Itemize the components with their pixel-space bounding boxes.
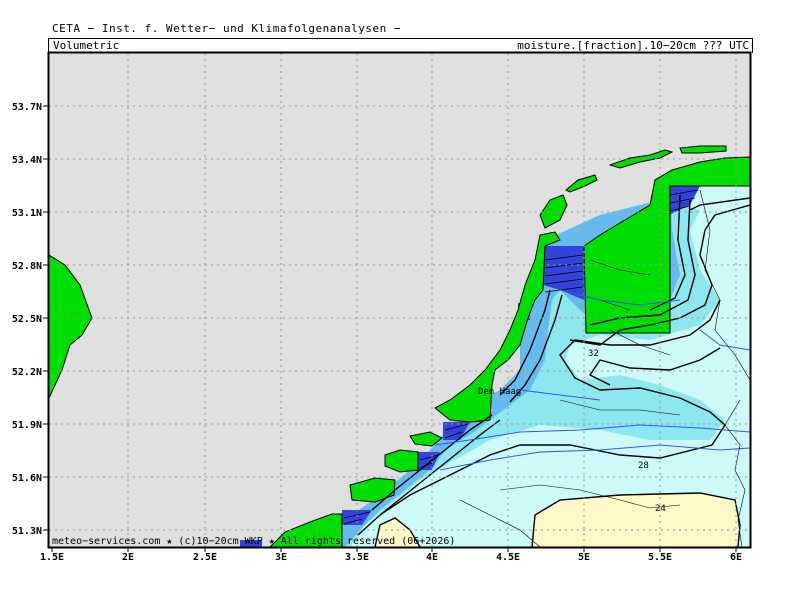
y-tick-label: 53.4N xyxy=(12,155,42,166)
moisture-field-dry-yellow xyxy=(532,493,740,547)
y-tick-label: 52.8N xyxy=(12,261,42,272)
header-title: CETA − Inst. f. Wetter− und Klimafolgena… xyxy=(52,22,402,35)
footer-credit: meteo−services.com ★ (c)10−20cm WKP ★ Al… xyxy=(52,536,455,547)
x-tick-label: 5E xyxy=(578,552,590,563)
rivers xyxy=(434,289,750,471)
x-tick-label: 2.5E xyxy=(193,552,217,563)
city-label: Den Haag xyxy=(478,387,521,397)
y-tick-label: 53.1N xyxy=(12,208,42,219)
borders xyxy=(459,189,750,547)
contour-label-32: 32 xyxy=(588,349,599,359)
moisture-field-deep-blue-zeeland xyxy=(240,422,470,547)
x-tick-label: 3E xyxy=(275,552,287,563)
y-tick-label: 52.5N xyxy=(12,314,42,325)
x-tick-label: 1.5E xyxy=(40,552,64,563)
deep-blue-hatching xyxy=(343,189,699,525)
gridlines xyxy=(49,53,750,547)
axis-ticks xyxy=(43,105,737,552)
y-tick-label: 51.3N xyxy=(12,526,42,537)
y-tick-label: 53.7N xyxy=(12,102,42,113)
x-tick-label: 2E xyxy=(122,552,134,563)
contour-label-28: 28 xyxy=(638,461,649,471)
x-tick-label: 4E xyxy=(426,552,438,563)
y-tick-labels: 53.7N 53.4N 53.1N 52.8N 52.5N 52.2N 51.9… xyxy=(12,102,42,537)
y-tick-label: 51.6N xyxy=(12,473,42,484)
x-tick-label: 6E xyxy=(730,552,742,563)
variable-label: Volumetric xyxy=(53,39,120,52)
moisture-field-dry-yellow-west xyxy=(375,518,420,547)
field-description: moisture.[fraction].10−20cm ??? UTC xyxy=(517,39,749,52)
x-tick-label: 4.5E xyxy=(496,552,520,563)
map-frame xyxy=(47,51,752,549)
contour-label-24: 24 xyxy=(655,504,666,514)
x-tick-label: 3.5E xyxy=(345,552,369,563)
map-plot-area: Den Haag 32 28 24 meteo−services.com ★ (… xyxy=(49,53,750,547)
masked-land-cells xyxy=(49,145,750,547)
x-tick-label: 5.5E xyxy=(648,552,672,563)
y-tick-label: 51.9N xyxy=(12,420,42,431)
moisture-field-deep-blue-north xyxy=(543,246,584,300)
x-tick-labels: 1.5E 2E 2.5E 3E 3.5E 4E 4.5E 5E 5.5E 6E xyxy=(40,552,742,563)
header-bar: Volumetric moisture.[fraction].10−20cm ?… xyxy=(48,38,753,53)
y-tick-label: 52.2N xyxy=(12,367,42,378)
